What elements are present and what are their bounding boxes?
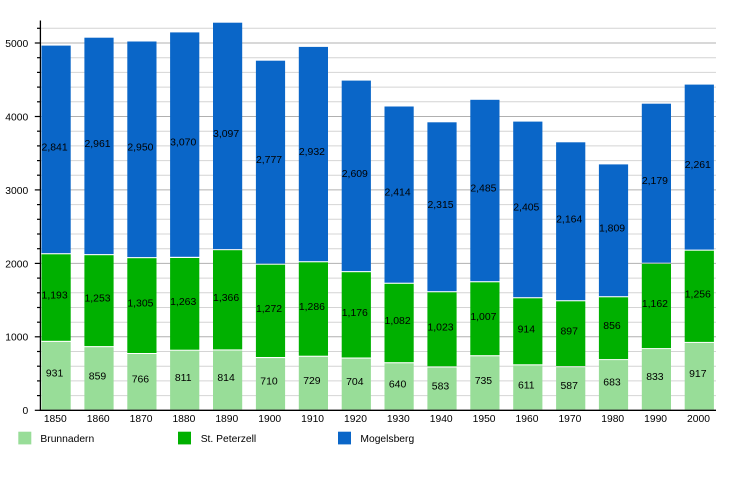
svg-text:914: 914 (518, 324, 536, 335)
svg-text:1860: 1860 (87, 414, 110, 425)
svg-text:917: 917 (689, 369, 707, 380)
svg-text:1,366: 1,366 (213, 293, 239, 304)
svg-text:1,256: 1,256 (685, 289, 711, 300)
svg-text:2,164: 2,164 (556, 214, 582, 225)
svg-text:2,405: 2,405 (513, 203, 539, 214)
svg-text:1980: 1980 (601, 414, 624, 425)
svg-text:2,841: 2,841 (42, 142, 68, 153)
svg-text:640: 640 (389, 379, 407, 390)
svg-text:833: 833 (646, 372, 664, 383)
svg-text:1850: 1850 (44, 414, 67, 425)
svg-text:1940: 1940 (430, 414, 453, 425)
svg-text:931: 931 (46, 369, 64, 380)
svg-text:Mogelsberg: Mogelsberg (360, 434, 414, 445)
svg-text:1,082: 1,082 (385, 316, 411, 327)
svg-text:814: 814 (217, 373, 235, 384)
svg-text:1970: 1970 (558, 414, 581, 425)
svg-text:2,777: 2,777 (256, 155, 282, 166)
svg-text:2,414: 2,414 (385, 188, 411, 199)
svg-text:0: 0 (22, 406, 28, 417)
svg-text:4000: 4000 (5, 112, 28, 123)
svg-text:2,950: 2,950 (127, 142, 153, 153)
svg-text:1900: 1900 (258, 414, 281, 425)
svg-text:1,263: 1,263 (170, 297, 196, 308)
svg-text:1880: 1880 (172, 414, 195, 425)
svg-text:856: 856 (603, 321, 621, 332)
svg-text:Brunnadern: Brunnadern (40, 434, 94, 445)
svg-text:1,007: 1,007 (470, 312, 496, 323)
svg-text:897: 897 (560, 327, 578, 338)
svg-text:2,179: 2,179 (642, 176, 668, 187)
svg-text:3,097: 3,097 (213, 129, 239, 140)
svg-text:729: 729 (303, 376, 321, 387)
svg-text:2,261: 2,261 (685, 160, 711, 171)
svg-text:1950: 1950 (473, 414, 496, 425)
svg-text:2,485: 2,485 (470, 184, 496, 195)
svg-text:1,286: 1,286 (299, 302, 325, 313)
svg-text:859: 859 (89, 371, 107, 382)
svg-text:1,809: 1,809 (599, 223, 625, 234)
svg-text:811: 811 (175, 373, 192, 384)
svg-text:3,070: 3,070 (170, 138, 196, 149)
svg-text:587: 587 (560, 381, 578, 392)
svg-text:710: 710 (260, 377, 278, 388)
svg-text:2000: 2000 (687, 414, 710, 425)
svg-text:1930: 1930 (387, 414, 410, 425)
svg-text:2,932: 2,932 (299, 147, 325, 158)
svg-text:1990: 1990 (644, 414, 667, 425)
svg-text:2,609: 2,609 (342, 169, 368, 180)
svg-text:704: 704 (346, 377, 364, 388)
svg-text:St. Peterzell: St. Peterzell (201, 434, 257, 445)
svg-text:1,193: 1,193 (42, 291, 68, 302)
svg-text:1,305: 1,305 (127, 299, 153, 310)
svg-text:1,023: 1,023 (427, 322, 453, 333)
svg-text:1960: 1960 (516, 414, 539, 425)
svg-text:583: 583 (432, 381, 450, 392)
svg-text:5000: 5000 (5, 39, 28, 50)
svg-text:1,253: 1,253 (84, 294, 110, 305)
svg-text:1000: 1000 (5, 333, 28, 344)
svg-text:1910: 1910 (301, 414, 324, 425)
svg-text:1,162: 1,162 (642, 299, 668, 310)
svg-text:1920: 1920 (344, 414, 367, 425)
svg-text:766: 766 (132, 375, 150, 386)
svg-text:2000: 2000 (5, 259, 28, 270)
svg-text:1,176: 1,176 (342, 308, 368, 319)
svg-text:1870: 1870 (130, 414, 153, 425)
svg-text:2,961: 2,961 (84, 139, 110, 150)
svg-text:1,272: 1,272 (256, 304, 282, 315)
svg-text:2,315: 2,315 (427, 200, 453, 211)
svg-text:735: 735 (475, 376, 493, 387)
svg-text:683: 683 (603, 378, 621, 389)
svg-text:3000: 3000 (5, 186, 28, 197)
svg-text:611: 611 (518, 380, 535, 391)
svg-text:1890: 1890 (215, 414, 238, 425)
